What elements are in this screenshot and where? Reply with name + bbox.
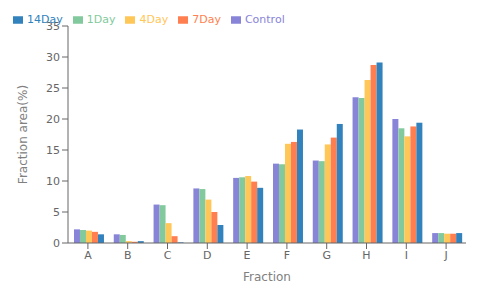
svg-text:5: 5: [53, 206, 60, 219]
svg-text:15: 15: [46, 144, 60, 157]
svg-text:A: A: [84, 249, 92, 262]
svg-text:Fraction: Fraction: [243, 270, 291, 284]
svg-text:30: 30: [46, 51, 60, 64]
svg-text:H: H: [362, 249, 370, 262]
svg-text:F: F: [284, 249, 290, 262]
svg-text:C: C: [164, 249, 172, 262]
svg-text:35: 35: [46, 20, 60, 33]
svg-text:10: 10: [46, 175, 60, 188]
svg-text:25: 25: [46, 82, 60, 95]
svg-text:G: G: [322, 249, 331, 262]
svg-text:I: I: [405, 249, 408, 262]
svg-text:0: 0: [53, 237, 60, 250]
svg-text:D: D: [203, 249, 211, 262]
svg-text:E: E: [244, 249, 251, 262]
svg-text:J: J: [443, 249, 447, 262]
svg-text:Fraction area(%): Fraction area(%): [16, 85, 30, 184]
svg-text:B: B: [124, 249, 132, 262]
svg-text:20: 20: [46, 113, 60, 126]
